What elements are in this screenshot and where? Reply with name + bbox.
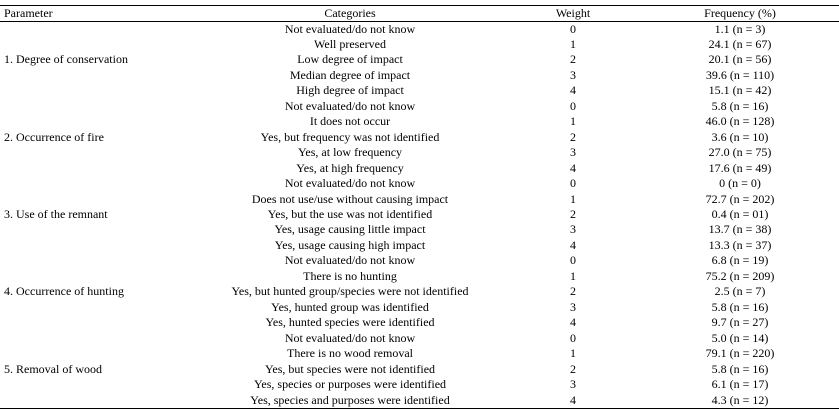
- category: Yes, at low frequency: [297, 145, 403, 160]
- weight: 1: [570, 36, 576, 51]
- frequency: 0 (n = 0): [719, 176, 761, 191]
- weight: 1: [570, 268, 576, 283]
- category: Yes, species and purposes were identifie…: [250, 392, 450, 407]
- frequency: 2.5 (n = 7): [714, 284, 766, 299]
- weight: 0: [570, 98, 576, 113]
- category: Yes, hunted species were identified: [265, 315, 435, 330]
- category: Yes, but species were not identified: [264, 361, 436, 376]
- header-frequency: Frequency (%): [704, 6, 776, 20]
- category: Not evaluated/do not know: [284, 98, 416, 113]
- category: High degree of impact: [296, 83, 404, 98]
- weight: 1: [570, 114, 576, 129]
- frequency: 5.8 (n = 16): [711, 98, 769, 113]
- weight: 2: [570, 361, 576, 376]
- header-category: Categories: [324, 6, 376, 20]
- frequency: 1.1 (n = 3): [714, 21, 766, 36]
- parameter: 3. Use of the remnant: [4, 207, 108, 222]
- weight: 0: [570, 330, 576, 345]
- weight: 4: [570, 83, 576, 98]
- weight: 0: [570, 253, 576, 268]
- weight: 4: [570, 315, 576, 330]
- frequency: 39.6 (n = 110): [705, 67, 775, 82]
- weight: 4: [570, 160, 576, 175]
- weight: 2: [570, 129, 576, 144]
- weight: 3: [570, 377, 576, 392]
- frequency: 0.4 (n = 01): [711, 207, 769, 222]
- category: Does not use/use without causing impact: [251, 191, 449, 206]
- category: There is no hunting: [303, 268, 397, 283]
- category: Not evaluated/do not know: [284, 330, 416, 345]
- frequency: 27.0 (n = 75): [708, 145, 772, 160]
- weight: 0: [570, 21, 576, 36]
- category: There is no wood removal: [287, 346, 413, 361]
- category: Well preserved: [314, 36, 386, 51]
- frequency: 24.1 (n = 67): [708, 36, 772, 51]
- category: Yes, hunted group was identified: [271, 299, 429, 314]
- weight: 1: [570, 191, 576, 206]
- frequency: 3.6 (n = 10): [711, 129, 769, 144]
- weight: 3: [570, 299, 576, 314]
- category: Yes, usage causing high impact: [274, 237, 426, 252]
- header-parameter: Parameter: [4, 6, 53, 20]
- top-rule: [0, 5, 839, 6]
- frequency: 46.0 (n = 128): [705, 114, 775, 129]
- frequency: 5.0 (n = 14): [711, 330, 769, 345]
- weight: 2: [570, 284, 576, 299]
- category: Yes, at high frequency: [296, 160, 404, 175]
- category: Not evaluated/do not know: [284, 21, 416, 36]
- frequency: 75.2 (n = 209): [705, 268, 775, 283]
- weight: 1: [570, 346, 576, 361]
- weight: 3: [570, 222, 576, 237]
- frequency: 72.7 (n = 202): [705, 191, 775, 206]
- frequency: 9.7 (n = 27): [711, 315, 769, 330]
- category: Median degree of impact: [289, 67, 411, 82]
- weight: 2: [570, 207, 576, 222]
- parameter: 2. Occurrence of fire: [4, 129, 104, 144]
- frequency: 15.1 (n = 42): [708, 83, 772, 98]
- header-rule: [0, 21, 839, 22]
- category: Yes, but hunted group/species were not i…: [231, 284, 469, 299]
- weight: 0: [570, 176, 576, 191]
- frequency: 6.8 (n = 19): [711, 253, 769, 268]
- weight: 2: [570, 52, 576, 67]
- category: Yes, usage causing little impact: [274, 222, 426, 237]
- category: Yes, but the use was not identified: [267, 207, 433, 222]
- weight: 4: [570, 237, 576, 252]
- weight: 4: [570, 392, 576, 407]
- category: Yes, species or purposes were identified: [253, 377, 447, 392]
- weight: 3: [570, 67, 576, 82]
- category: Not evaluated/do not know: [284, 176, 416, 191]
- frequency: 17.6 (n = 49): [708, 160, 772, 175]
- frequency: 13.3 (n = 37): [708, 237, 772, 252]
- parameter: 1. Degree of conservation: [4, 52, 128, 67]
- frequency: 5.8 (n = 16): [711, 299, 769, 314]
- category: It does not occur: [309, 114, 391, 129]
- frequency: 5.8 (n = 16): [711, 361, 769, 376]
- parameter: 4. Occurrence of hunting: [4, 284, 124, 299]
- category: Not evaluated/do not know: [284, 253, 416, 268]
- frequency: 6.1 (n = 17): [711, 377, 769, 392]
- category: Yes, but frequency was not identified: [260, 129, 440, 144]
- header-weight: Weight: [555, 6, 591, 20]
- category: Low degree of impact: [297, 52, 403, 67]
- frequency: 20.1 (n = 56): [708, 52, 772, 67]
- frequency: 13.7 (n = 38): [708, 222, 772, 237]
- bottom-rule: [0, 408, 839, 409]
- parameter: 5. Removal of wood: [4, 361, 102, 376]
- weight: 3: [570, 145, 576, 160]
- frequency: 79.1 (n = 220): [705, 346, 775, 361]
- frequency: 4.3 (n = 12): [711, 392, 769, 407]
